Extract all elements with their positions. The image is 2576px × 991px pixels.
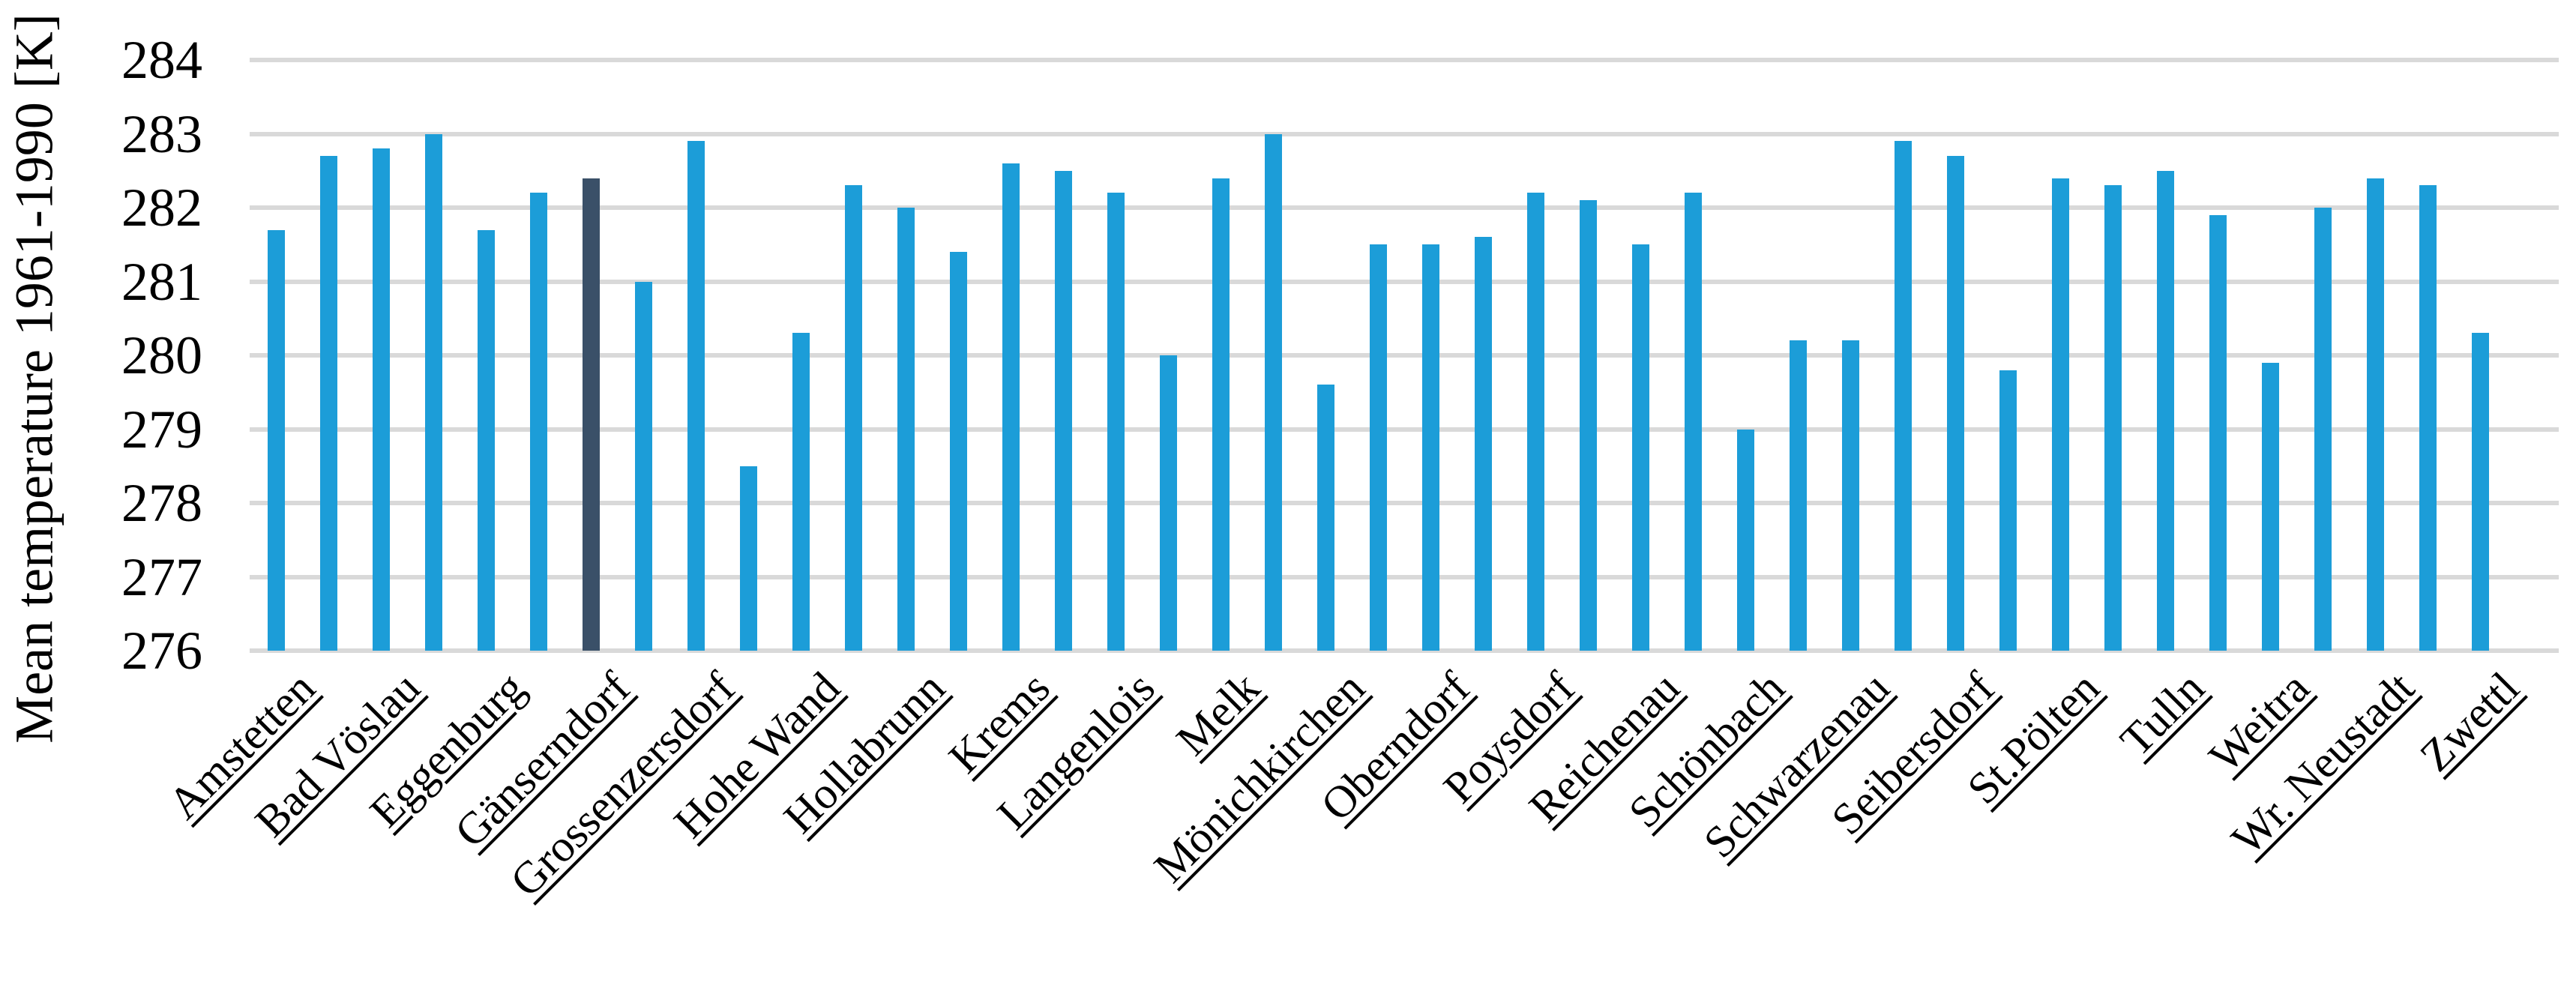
bar [2261, 362, 2279, 651]
bar [372, 148, 390, 651]
gridline [250, 58, 2559, 62]
bar-highlighted [582, 178, 600, 651]
gridline [250, 353, 2559, 358]
bar [739, 466, 757, 651]
bar [319, 156, 337, 651]
bar [1894, 141, 1912, 651]
gridline [250, 279, 2559, 284]
y-tick-label: 282 [121, 178, 202, 238]
y-tick-label: 281 [121, 251, 202, 312]
y-tick-label: 284 [121, 30, 202, 90]
bar [477, 229, 495, 651]
bar [792, 333, 810, 651]
bar [949, 252, 967, 651]
bar [1316, 385, 1334, 651]
bar [2051, 178, 2069, 651]
gridline [250, 648, 2559, 653]
bar [2314, 208, 2332, 651]
bar [844, 185, 862, 651]
gridline [250, 501, 2559, 505]
bar [1212, 178, 1230, 651]
bar [1789, 340, 1807, 651]
bar [1736, 429, 1754, 651]
y-tick-label: 276 [121, 621, 202, 681]
bar [687, 141, 705, 651]
bar [1579, 200, 1597, 651]
bar [1999, 370, 2017, 651]
y-tick-label: 278 [121, 473, 202, 533]
bar [1369, 244, 1387, 651]
bar [1107, 193, 1125, 651]
bar [897, 208, 915, 651]
bar [1526, 193, 1544, 651]
plot-area [250, 58, 2559, 653]
gridline [250, 427, 2559, 432]
bar [2366, 178, 2384, 651]
gridline [250, 574, 2559, 579]
bar [1631, 244, 1649, 651]
y-tick-label: 279 [121, 399, 202, 460]
bar [1841, 340, 1859, 651]
bar [424, 133, 442, 651]
bar [2471, 333, 2489, 651]
bar [1946, 156, 1964, 651]
bar [1264, 133, 1282, 651]
bar [1054, 170, 1072, 651]
y-tick-label: 277 [121, 546, 202, 607]
bar [2156, 170, 2174, 651]
bar [1002, 163, 1020, 651]
bar [267, 229, 285, 651]
gridline [250, 131, 2559, 136]
bar [1474, 237, 1492, 651]
bar [2104, 185, 2122, 651]
bar [1159, 355, 1177, 651]
bar [1421, 244, 1439, 651]
bar [2209, 214, 2227, 651]
y-tick-label: 280 [121, 325, 202, 385]
bar [634, 281, 652, 651]
bar [529, 193, 547, 651]
gridline [250, 205, 2559, 210]
y-tick-label: 283 [121, 103, 202, 164]
bar [1684, 193, 1702, 651]
bar [2419, 185, 2437, 651]
